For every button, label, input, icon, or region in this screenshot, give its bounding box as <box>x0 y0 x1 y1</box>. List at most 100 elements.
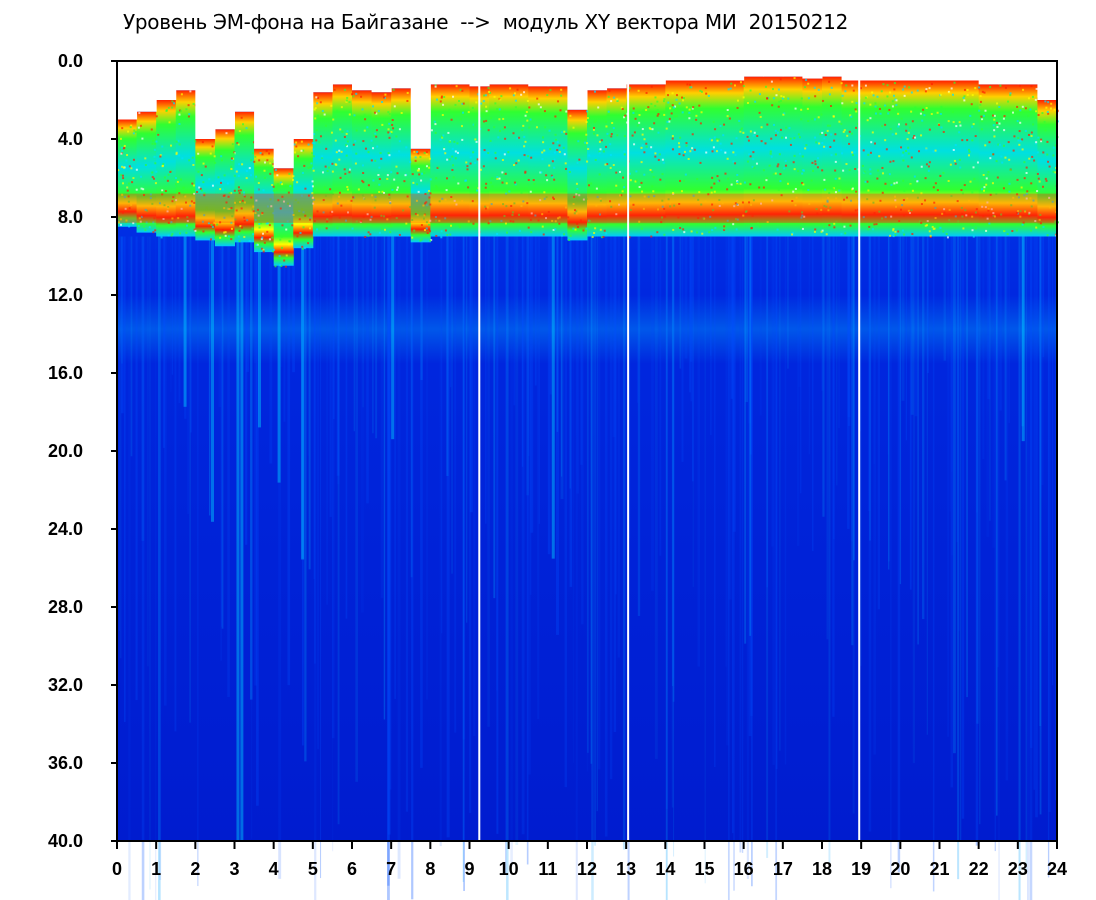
streak <box>375 236 378 439</box>
band-speckle <box>636 124 639 127</box>
band-speckle <box>317 97 320 100</box>
streak <box>528 236 530 457</box>
streak <box>147 236 149 667</box>
streak <box>594 236 596 846</box>
streak <box>547 236 551 555</box>
band-speckle <box>474 138 477 141</box>
band-speckle <box>681 111 684 114</box>
band-speckle <box>748 201 751 204</box>
streak <box>812 236 814 552</box>
band-speckle <box>718 204 721 207</box>
band-speckle <box>363 129 366 132</box>
band-speckle <box>816 166 819 169</box>
band-speckle <box>806 107 809 110</box>
band-speckle <box>808 202 811 205</box>
band-speckle <box>326 218 329 221</box>
band-speckle <box>736 183 739 186</box>
band-speckle <box>651 128 654 131</box>
band-speckle <box>969 114 972 117</box>
band-speckle <box>629 179 632 182</box>
band-speckle <box>1047 112 1050 115</box>
band-speckle <box>960 206 963 209</box>
band-speckle <box>705 92 708 95</box>
streak <box>887 236 890 455</box>
band-speckle <box>167 221 170 224</box>
streak-strong <box>236 236 240 841</box>
band-speckle <box>439 100 442 103</box>
band-speckle <box>691 147 694 150</box>
band-speckle <box>1017 212 1020 215</box>
band-speckle <box>498 177 501 180</box>
band-speckle <box>968 148 971 151</box>
band-speckle <box>190 200 193 203</box>
band-speckle <box>524 114 527 117</box>
band-speckle <box>650 85 653 88</box>
band-speckle <box>415 183 418 186</box>
band-speckle <box>1003 229 1006 232</box>
band-speckle <box>230 238 233 241</box>
band-speckle <box>821 99 824 102</box>
band-speckle <box>412 181 415 184</box>
band-speckle <box>792 161 795 164</box>
streak <box>506 236 509 900</box>
band-speckle <box>667 101 670 104</box>
band-speckle <box>225 201 228 204</box>
band-speckle <box>251 227 254 230</box>
band-speckle <box>262 248 265 251</box>
band-speckle <box>252 233 255 236</box>
band-speckle <box>828 224 831 227</box>
band-speckle <box>905 123 908 126</box>
band-speckle <box>638 185 641 188</box>
band-speckle <box>504 172 507 175</box>
streak <box>742 236 744 853</box>
band-speckle <box>914 106 917 109</box>
band-speckle <box>995 121 998 124</box>
band-speckle <box>995 160 998 163</box>
empty-top <box>410 61 431 149</box>
band-speckle <box>1039 213 1042 216</box>
band-speckle <box>377 110 380 113</box>
band-speckle <box>683 150 686 153</box>
band-speckle <box>550 174 553 177</box>
band-speckle <box>541 213 544 216</box>
band-speckle <box>722 134 725 137</box>
band-speckle <box>779 99 782 102</box>
streak <box>1004 236 1007 481</box>
band-speckle <box>221 229 224 232</box>
band-speckle <box>560 131 563 134</box>
band-speckle <box>444 217 447 220</box>
band-speckle <box>362 215 365 218</box>
streak <box>466 236 468 623</box>
band-speckle <box>932 186 935 189</box>
band-speckle <box>262 232 265 235</box>
band-speckle <box>978 86 981 89</box>
band-speckle <box>1053 108 1056 111</box>
streak <box>208 236 211 516</box>
band-speckle <box>758 93 761 96</box>
empty-top <box>959 61 980 81</box>
streak <box>912 236 915 764</box>
streak <box>749 236 753 455</box>
band-speckle <box>294 151 297 154</box>
band-speckle <box>688 117 691 120</box>
band-speckle <box>576 161 579 164</box>
band-speckle <box>367 234 370 237</box>
band-speckle <box>489 116 492 119</box>
band-speckle <box>844 232 847 235</box>
band-speckle <box>966 139 969 142</box>
band-speckle <box>764 179 767 182</box>
band-speckle <box>696 231 699 234</box>
band-speckle <box>683 231 686 234</box>
band-speckle <box>981 205 984 208</box>
y-tick-label: 24.0 <box>48 519 83 539</box>
band-speckle <box>945 108 948 111</box>
band-speckle <box>678 142 681 145</box>
band-speckle <box>411 173 414 176</box>
band-speckle <box>219 236 222 239</box>
band-speckle <box>894 233 897 236</box>
band-speckle <box>780 95 783 98</box>
band-speckle <box>530 231 533 234</box>
band-speckle <box>736 203 739 206</box>
band-speckle <box>224 234 227 237</box>
band-speckle <box>375 112 378 115</box>
